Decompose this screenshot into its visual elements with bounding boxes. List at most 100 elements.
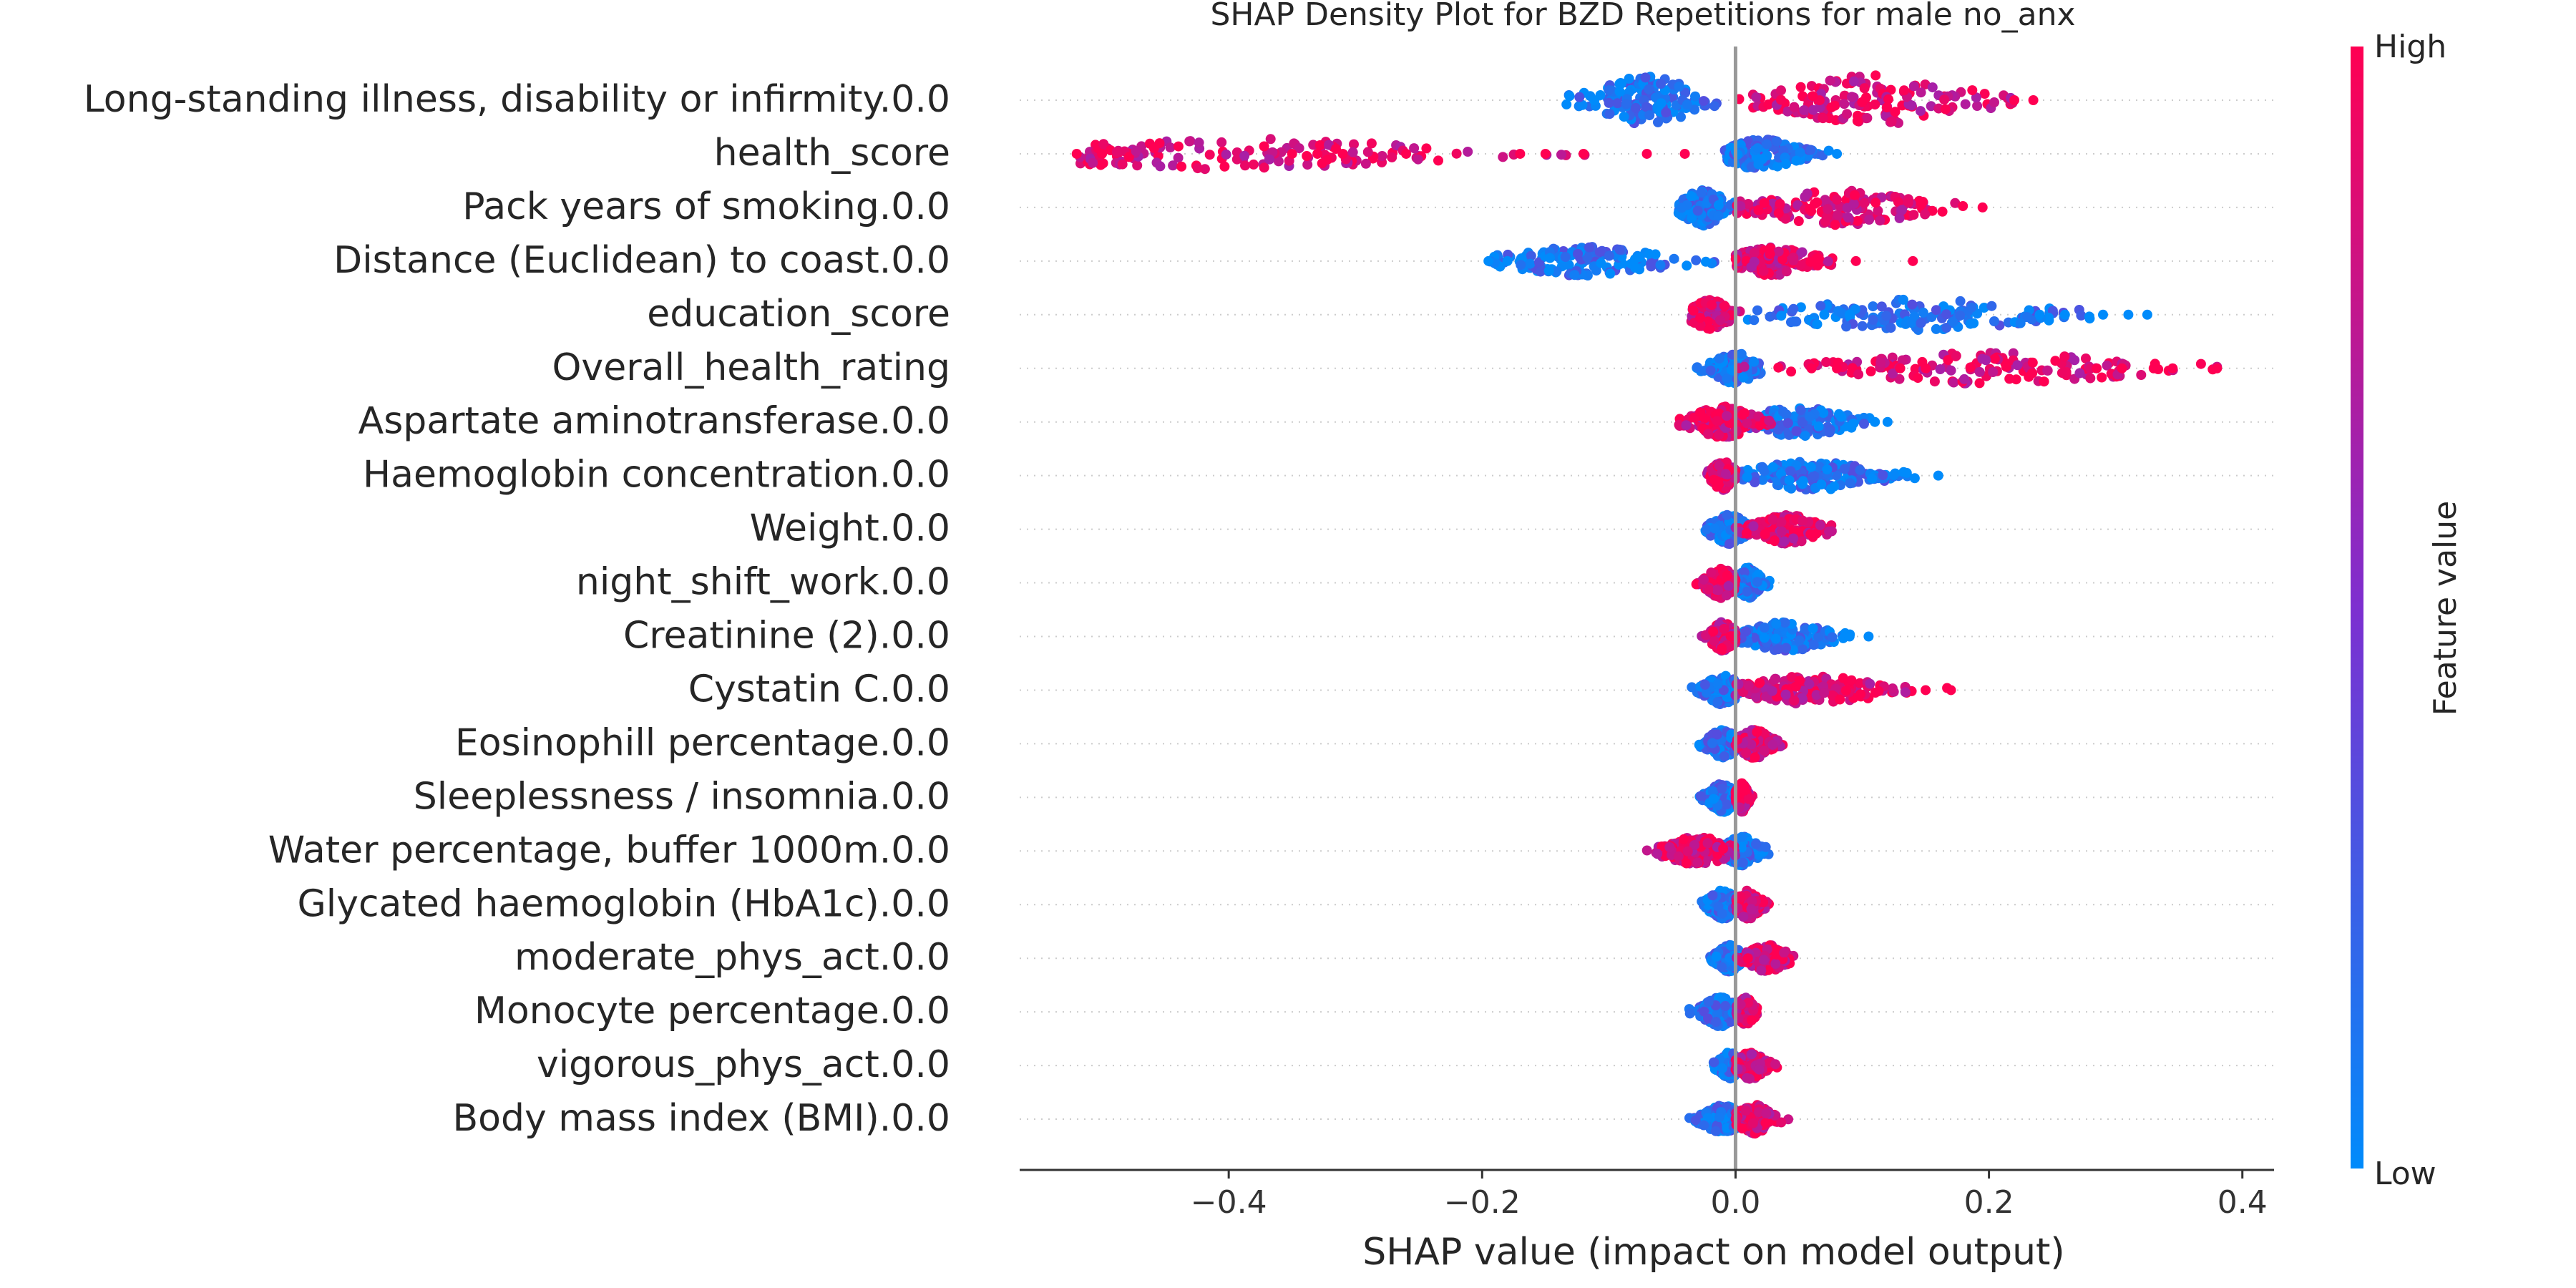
shap-point <box>1844 309 1855 320</box>
shap-point <box>1705 365 1716 376</box>
shap-point <box>1088 157 1098 168</box>
shap-point <box>1216 137 1227 147</box>
shap-point <box>1824 427 1835 438</box>
shap-point <box>1752 726 1762 737</box>
shap-point <box>1959 374 1970 384</box>
shap-point <box>1641 102 1652 112</box>
shap-point <box>1746 262 1757 272</box>
shap-point <box>1692 857 1703 868</box>
shap-point <box>1413 154 1423 165</box>
feature-label: Haemoglobin concentration.0.0 <box>363 454 950 497</box>
feature-label: Cystatin C.0.0 <box>688 668 950 711</box>
shap-point <box>1815 102 1825 113</box>
shap-point <box>1483 255 1494 266</box>
shap-point <box>1830 220 1840 230</box>
shap-point <box>1927 82 1938 93</box>
shap-point <box>1749 248 1760 258</box>
shap-point <box>1875 215 1885 226</box>
shap-point <box>1561 99 1572 109</box>
shap-point <box>1709 101 1720 112</box>
shap-point <box>1894 374 1905 384</box>
shap-point <box>1862 113 1873 123</box>
shap-point <box>1836 411 1847 422</box>
shap-point <box>1926 101 1936 112</box>
shap-point <box>1302 151 1312 161</box>
shap-point <box>1738 372 1748 383</box>
shap-point <box>1421 143 1432 154</box>
shap-point <box>1582 252 1593 263</box>
shap-point <box>1780 689 1791 700</box>
shap-point <box>1738 912 1749 922</box>
shap-point <box>1832 210 1843 220</box>
shap-point <box>1612 98 1623 109</box>
shap-point <box>1605 268 1616 279</box>
shap-point <box>1950 197 1961 208</box>
shap-point <box>1540 148 1551 159</box>
shap-point <box>1165 142 1176 153</box>
shap-point <box>1770 633 1781 644</box>
shap-point <box>1863 631 1874 642</box>
shap-point <box>2039 376 2049 387</box>
shap-point <box>1908 210 1919 220</box>
shap-point <box>1868 315 1878 325</box>
shap-point <box>1614 244 1625 255</box>
shap-point <box>1886 116 1897 127</box>
shap-point <box>1847 363 1858 374</box>
feature-label: health_score <box>714 132 950 175</box>
shap-point <box>1988 367 1999 377</box>
shap-point <box>1785 466 1796 477</box>
shap-point <box>1551 266 1562 277</box>
shap-point <box>1795 82 1806 92</box>
feature-label: moderate_phys_act.0.0 <box>514 936 950 979</box>
shap-point <box>1707 300 1717 311</box>
shap-point <box>1604 85 1614 96</box>
shap-point <box>1545 253 1556 263</box>
shap-point <box>1890 107 1901 117</box>
shap-point <box>1154 138 1165 149</box>
shap-point <box>1900 687 1911 698</box>
shap-point <box>1752 143 1763 154</box>
shap-point <box>1786 317 1796 328</box>
shap-point <box>1974 366 1985 377</box>
shap-point <box>1287 148 1297 159</box>
shap-point <box>1699 679 1710 690</box>
shap-point <box>1735 201 1746 211</box>
shap-point <box>1630 102 1641 113</box>
shap-point <box>1604 250 1614 261</box>
shap-point <box>1868 301 1878 312</box>
shap-point <box>1844 631 1855 642</box>
feature-label: Aspartate aminotransferase.0.0 <box>358 400 950 443</box>
shap-point <box>1816 479 1827 489</box>
shap-point <box>1759 466 1770 477</box>
shap-point <box>1776 94 1786 105</box>
shap-point <box>1852 215 1863 226</box>
shap-point <box>1767 739 1778 750</box>
feature-label: night_shift_work.0.0 <box>576 561 950 604</box>
shap-point <box>1719 623 1729 634</box>
shap-point <box>1808 640 1819 650</box>
shap-point <box>2069 355 2080 366</box>
shap-point <box>1888 369 1898 379</box>
shap-point <box>1717 643 1727 653</box>
shap-point <box>1619 112 1629 122</box>
shap-point <box>1873 686 1884 696</box>
shap-point <box>1765 249 1775 260</box>
shap-point <box>1857 97 1868 107</box>
shap-point <box>1894 213 1905 223</box>
shap-point <box>1673 851 1684 862</box>
shap-point <box>1965 318 1976 329</box>
shap-point <box>1823 145 1834 156</box>
shap-point <box>1525 258 1536 269</box>
shap-point <box>1463 147 1473 157</box>
shap-point <box>1855 465 1865 475</box>
shap-point <box>1813 421 1824 431</box>
shap-point <box>1741 748 1752 758</box>
shap-point <box>2097 372 2107 383</box>
shap-point <box>1569 270 1580 280</box>
shap-point <box>1918 307 1928 318</box>
shap-point <box>1314 140 1325 150</box>
shap-point <box>1131 146 1141 157</box>
shap-point <box>1543 265 1554 276</box>
shap-point <box>1722 570 1732 581</box>
